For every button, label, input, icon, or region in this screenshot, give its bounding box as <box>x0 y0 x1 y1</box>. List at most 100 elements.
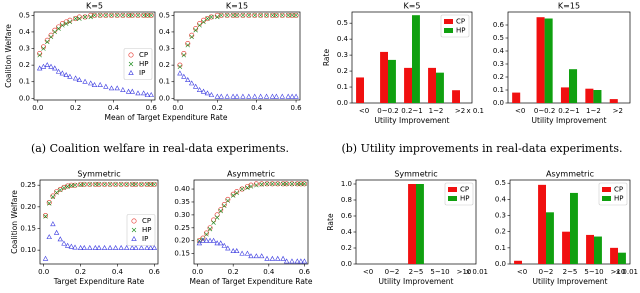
point <box>253 181 259 187</box>
point <box>148 12 154 18</box>
point <box>207 237 213 243</box>
point <box>204 232 209 237</box>
bar <box>380 51 388 103</box>
point <box>209 14 214 20</box>
point <box>189 32 195 38</box>
point <box>144 182 150 187</box>
y-axis-label: Rate <box>326 213 335 231</box>
y-tick-label: 0.4 <box>19 28 31 36</box>
point <box>140 90 147 96</box>
x-tick-label: >2 <box>455 107 465 115</box>
point <box>44 62 50 68</box>
x-axis-label: Mean of Target Expenditure Rate <box>190 277 313 286</box>
point <box>211 217 217 223</box>
point <box>252 93 258 99</box>
point <box>211 220 216 225</box>
point <box>63 72 69 77</box>
plot-frame <box>173 11 301 101</box>
point <box>103 83 109 89</box>
point <box>283 258 290 264</box>
point <box>285 12 291 18</box>
point <box>289 93 295 99</box>
y-tick-label: 0.0 <box>159 94 170 102</box>
caption: (a) Coalition welfare in real-data exper… <box>31 142 289 155</box>
legend-label: HP <box>614 195 624 203</box>
bar <box>544 18 553 103</box>
point <box>47 201 52 206</box>
bar <box>388 59 396 103</box>
x-tick-label: 5~10 <box>584 268 603 276</box>
legend-label: CP <box>142 217 151 225</box>
point <box>148 182 153 187</box>
point <box>144 12 150 18</box>
point <box>196 87 203 92</box>
y-tick-label: 0.4 <box>341 228 353 236</box>
point <box>203 237 210 243</box>
point <box>240 12 246 18</box>
point <box>69 183 74 188</box>
point <box>109 13 114 18</box>
point <box>44 37 50 43</box>
point <box>120 13 126 18</box>
y-tick-label: 0.2 <box>337 67 348 75</box>
point <box>129 88 136 94</box>
point <box>289 258 295 264</box>
point <box>82 182 87 187</box>
x-axis-label: Utility Improvement <box>379 277 454 286</box>
point <box>230 193 236 198</box>
point <box>36 65 43 71</box>
point <box>107 181 113 187</box>
point <box>177 64 183 70</box>
point <box>151 244 158 250</box>
point <box>224 12 230 18</box>
point <box>275 181 281 187</box>
y-tick-label: 0.2 <box>159 61 170 69</box>
point <box>77 16 82 21</box>
point <box>88 14 93 20</box>
point <box>289 181 295 187</box>
point <box>61 185 67 191</box>
point <box>185 77 191 82</box>
legend-swatch <box>448 196 457 201</box>
legend-label: HP <box>456 27 466 35</box>
point <box>230 248 236 253</box>
legend-marker <box>128 69 134 75</box>
point <box>218 208 223 214</box>
point <box>289 13 295 18</box>
legend-swatch <box>444 28 453 33</box>
bar <box>586 234 594 264</box>
x-tick-label: 0.4 <box>108 104 120 112</box>
point <box>289 12 295 18</box>
x-axis-label: Utility Improvement <box>533 277 608 286</box>
point <box>135 13 141 18</box>
point <box>78 181 84 187</box>
legend-swatch <box>602 196 611 201</box>
point <box>264 255 270 261</box>
point <box>53 229 60 235</box>
point <box>48 32 54 38</box>
x-tick-label: 0.4 <box>263 268 275 276</box>
y-tick-label: 0.6 <box>341 212 353 220</box>
point <box>181 52 187 58</box>
point <box>40 44 46 50</box>
y-tick-label: 0.0 <box>341 260 352 268</box>
point <box>48 63 54 69</box>
point <box>118 181 124 187</box>
point <box>61 184 67 190</box>
legend-label: CP <box>456 18 465 26</box>
x-tick-label: 2~5 <box>563 268 578 276</box>
point <box>48 34 54 40</box>
point <box>43 214 48 219</box>
y-tick-label: 0.1 <box>495 244 506 252</box>
point <box>200 235 206 241</box>
point <box>203 230 209 236</box>
y-tick-label: 1.0 <box>341 180 352 188</box>
x-tick-label: 2~5 <box>409 268 424 276</box>
point <box>46 200 52 206</box>
point <box>113 181 119 187</box>
point <box>141 12 147 18</box>
point <box>279 12 285 18</box>
point <box>129 244 135 250</box>
